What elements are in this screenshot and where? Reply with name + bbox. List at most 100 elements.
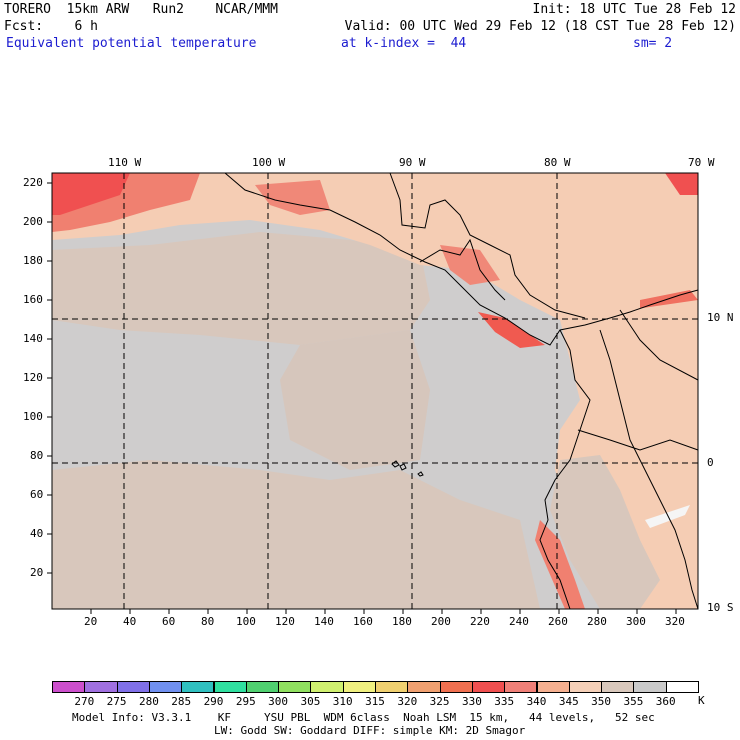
colorbar-swatch [213,681,247,693]
colorbar-label: 325 [429,695,450,708]
colorbar-label: 340 [526,695,547,708]
header-init-time: Init: 18 UTC Tue 28 Feb 12 [532,2,737,17]
header-valid-time: Valid: 00 UTC Wed 29 Feb 12 (18 CST Tue … [344,19,736,34]
colorbar-swatch [342,681,376,693]
lon-label-110w: 110 W [108,156,142,169]
colorbar-swatch [310,681,344,693]
border-andes [599,329,699,610]
colorbar-swatch [52,681,86,693]
coastline-south-america-west [539,329,591,610]
hot-spot-costa-rica [478,312,545,348]
colorbar-swatch [116,681,150,693]
x-tick-label: 20 [84,615,98,628]
x-tick-label: 220 [470,615,490,628]
colorbar-label: 285 [171,695,192,708]
lat-label-10s: 10 S [707,601,734,614]
coastline-mexico [224,172,699,346]
y-tick-label: 120 [23,371,43,384]
colorbar-label: 335 [494,695,515,708]
x-tick-label: 160 [353,615,373,628]
colorbar-swatch [536,681,570,693]
colorbar-swatch [633,681,667,693]
warm-region-north [52,173,698,320]
colorbar-label: 310 [332,695,353,708]
colorbar-label: 330 [461,695,482,708]
coastline-gulf [389,172,586,319]
y-tick-label: 80 [30,449,44,462]
colorbar-swatch [601,681,635,693]
ocean-warm-band [52,232,430,345]
graticule [52,173,698,609]
colorbar-swatch [181,681,215,693]
colorbar-label: 290 [203,695,224,708]
axis-ticks [47,182,677,614]
y-tick-label: 180 [23,254,43,267]
x-tick-label: 200 [431,615,451,628]
x-tick-label: 320 [665,615,685,628]
lon-label-70w: 70 W [688,156,715,169]
colorbar-unit: K [698,694,705,707]
physics-info: LW: Godd SW: Goddard DIFF: simple KM: 2D… [214,724,526,737]
x-tick-label: 40 [123,615,137,628]
colorbar-swatch [278,681,312,693]
ocean-central-band [280,330,430,470]
level-label: at k-index = 44 [341,36,467,51]
x-tick-label: 280 [587,615,607,628]
map-frame [51,172,699,610]
header-forecast-hour: Fcst: 6 h [4,19,98,34]
hot-spot-central-america [440,245,500,285]
colorbar-swatch [375,681,409,693]
colorbar-swatch [471,681,506,693]
field-name: Equivalent potential temperature [6,36,257,51]
lat-label-0: 0 [707,456,714,469]
colorbar-swatch [504,681,538,693]
border-ecuador-peru [577,429,699,451]
x-tick-label: 180 [392,615,412,628]
y-tick-label: 140 [23,332,43,345]
x-tick-label: 60 [162,615,176,628]
lon-label-90w: 90 W [399,156,426,169]
y-tick-label: 100 [23,410,43,423]
smoothing-label: sm= 2 [633,36,673,51]
cool-region-andes [550,455,660,609]
x-tick-label: 140 [314,615,334,628]
hot-spot-gulf [665,173,698,195]
hot-spot-mexico [255,180,330,215]
colorbar-label: 350 [591,695,612,708]
border-colombia-venezuela [619,309,699,381]
lon-label-80w: 80 W [544,156,571,169]
x-tick-label: 300 [626,615,646,628]
y-tick-label: 160 [23,293,43,306]
coldest-patch [645,505,690,528]
x-tick-label: 80 [201,615,215,628]
y-tick-label: 60 [30,488,44,501]
ocean-southern-band [52,460,540,609]
colorbar-label: 360 [655,695,676,708]
y-tick-label: 40 [30,527,44,540]
colorbar-swatch [439,681,473,693]
colorbar-label: 305 [300,695,321,708]
x-tick-label: 240 [509,615,529,628]
model-info: Model Info: V3.3.1 KF YSU PBL WDM 6class… [72,711,655,724]
lat-label-10n: 10 N [707,311,734,324]
header-line1-left: TORERO 15km ARW Run2 NCAR/MMM [4,2,278,17]
colorbar-swatch [407,681,441,693]
colorbar-label: 280 [138,695,159,708]
colorbar-label: 345 [558,695,579,708]
colorbar-label: 315 [365,695,385,708]
colorbar-label: 300 [268,695,289,708]
y-tick-label: 20 [30,566,44,579]
x-tick-label: 260 [548,615,568,628]
colorbar-swatch [568,681,603,693]
hot-region-peru-coast [535,520,585,609]
y-tick-label: 200 [23,215,43,228]
x-tick-label: 120 [275,615,295,628]
hottest-region-northwest [52,173,130,215]
colorbar-label: 275 [106,695,127,708]
galapagos-islands [391,460,424,477]
colorbar-label: 320 [397,695,418,708]
border-central-america [419,238,506,301]
lon-label-100w: 100 W [252,156,286,169]
colorbar-label: 270 [74,695,95,708]
